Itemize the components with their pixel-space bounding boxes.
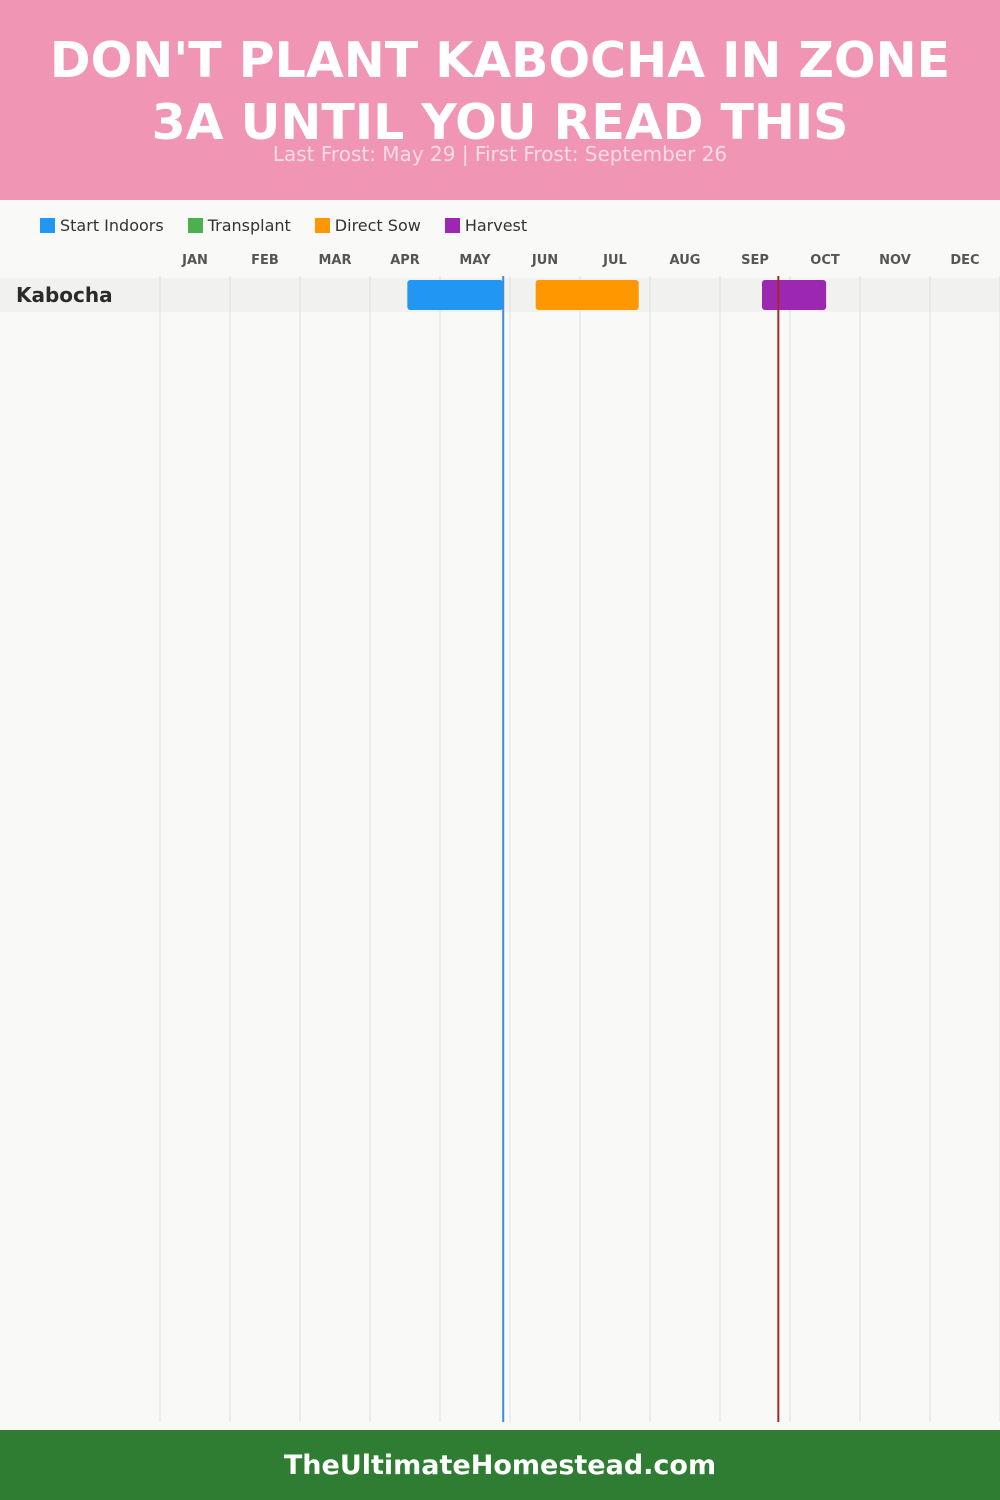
month-label-sep: SEP bbox=[741, 253, 769, 268]
legend-label-transplant: Transplant bbox=[207, 215, 291, 235]
task-bar-harvest bbox=[762, 280, 827, 310]
month-label-apr: APR bbox=[390, 253, 420, 268]
header-banner: DON'T PLANT KABOCHA IN ZONE 3A UNTIL YOU… bbox=[0, 0, 1000, 200]
month-label-jun: JUN bbox=[531, 253, 558, 268]
legend-label-direct-sow: Direct Sow bbox=[334, 215, 421, 235]
legend-item-transplant: Transplant bbox=[187, 215, 291, 235]
task-bar-start-indoors bbox=[407, 280, 504, 310]
legend-item-start-indoors: Start Indoors bbox=[40, 216, 164, 235]
legend-label-harvest: Harvest bbox=[464, 215, 528, 235]
crop-label: Kabocha bbox=[16, 283, 113, 307]
legend-swatch-start-indoors bbox=[40, 217, 55, 233]
planting-calendar-chart: JAN FEB MAR APR MAY JUN JUL AUG SEP OCT NOV DEC Kabo… bbox=[0, 253, 1000, 1422]
footer-banner: TheUltimateHomestead.com bbox=[0, 1430, 1000, 1500]
month-label-nov: NOV bbox=[879, 253, 911, 268]
legend-swatch-harvest bbox=[444, 217, 460, 233]
month-label-may: MAY bbox=[459, 253, 491, 268]
page-title: DON'T PLANT KABOCHA IN ZONE 3A UNTIL YOU… bbox=[49, 32, 951, 151]
legend-swatch-direct-sow bbox=[314, 217, 330, 233]
month-label-jan: JAN bbox=[181, 253, 208, 268]
month-label-feb: FEB bbox=[251, 253, 279, 268]
chart-legend: Start Indoors Transplant Direct Sow Harv… bbox=[40, 214, 551, 236]
legend-item-direct-sow: Direct Sow bbox=[314, 215, 421, 235]
footer-site-link[interactable]: TheUltimateHomestead.com bbox=[283, 1449, 717, 1481]
month-label-mar: MAR bbox=[318, 253, 351, 268]
task-bar-direct-sow bbox=[535, 280, 639, 310]
legend-swatch-transplant bbox=[187, 217, 203, 233]
month-label-oct: OCT bbox=[810, 253, 840, 268]
month-label-aug: AUG bbox=[670, 253, 701, 268]
legend-label-start-indoors: Start Indoors bbox=[60, 215, 164, 235]
month-label-dec: DEC bbox=[950, 253, 979, 268]
legend-item-harvest: Harvest bbox=[444, 215, 528, 235]
frost-dates-subtitle: Last Frost: May 29 | First Frost: Septem… bbox=[272, 142, 728, 166]
month-label-jul: JUL bbox=[602, 253, 627, 268]
